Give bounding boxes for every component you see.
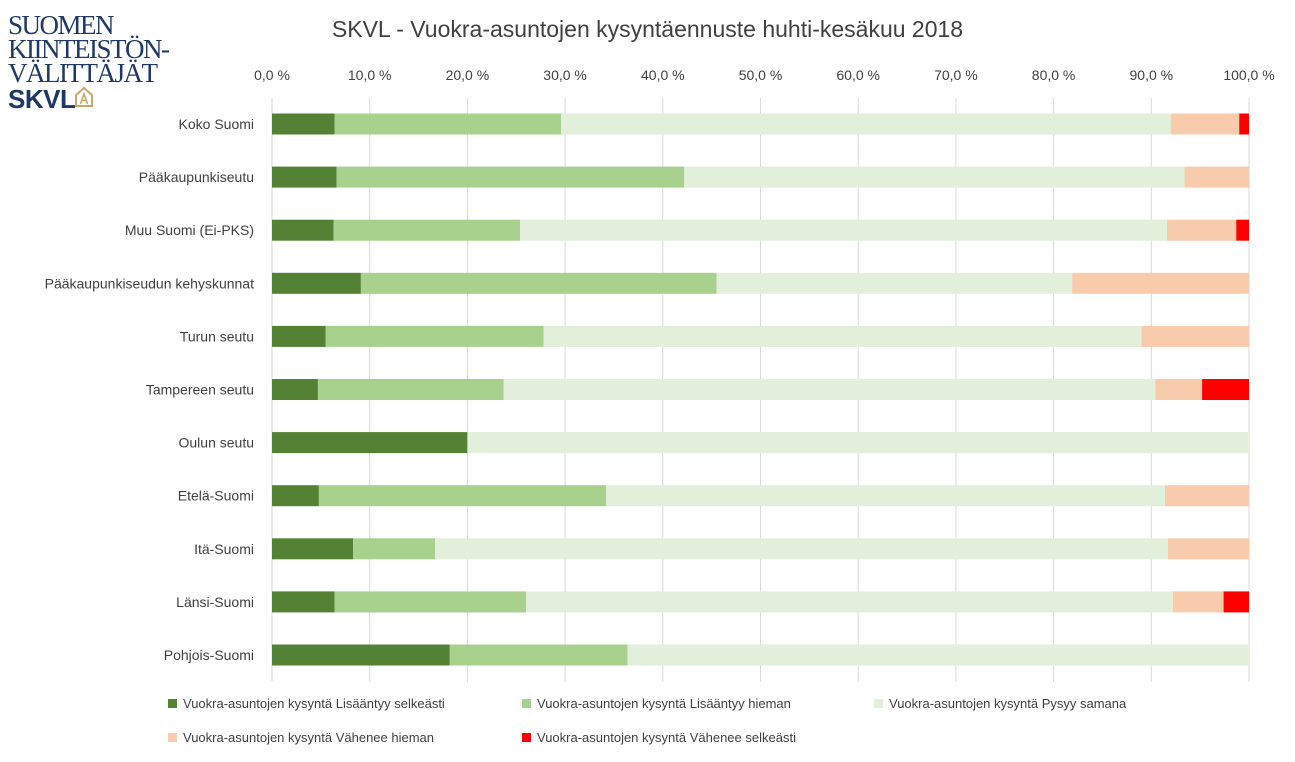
legend-label: Vuokra-asuntojen kysyntä Vähenee selkeäs…	[537, 730, 796, 745]
category-label: Oulun seutu	[179, 435, 255, 451]
bar-segment	[1202, 379, 1249, 400]
legend-swatch	[522, 733, 531, 742]
bar-segment	[334, 113, 562, 135]
bar-segment	[503, 379, 1156, 400]
category-label: Pohjois-Suomi	[164, 647, 254, 663]
bar-segment	[1166, 219, 1237, 241]
bar-segment	[1072, 272, 1249, 294]
x-tick-label: 100,0 %	[1223, 67, 1274, 83]
x-tick-label: 0,0 %	[254, 67, 290, 83]
bar-segment	[627, 644, 1249, 666]
logo-line-3: VÄLITTÄJÄT	[8, 58, 158, 88]
bar-segment	[449, 644, 628, 666]
bar-segment	[684, 166, 1185, 188]
bar-segment	[716, 272, 1073, 294]
bar-segment	[272, 219, 334, 241]
category-label: Muu Suomi (Ei-PKS)	[125, 222, 254, 238]
legend-swatch	[168, 699, 177, 708]
bar-segment	[336, 166, 685, 188]
legend: Vuokra-asuntojen kysyntä Lisääntyy selke…	[168, 696, 1268, 752]
category-label: Itä-Suomi	[194, 541, 254, 557]
bar-segment	[1170, 113, 1240, 135]
logo-line-1: SUOMEN	[8, 10, 115, 40]
bar-segment	[353, 538, 436, 560]
category-label: Pääkaupunkiseudun kehyskunnat	[45, 275, 254, 291]
x-tick-labels: 0,0 % 10,0 % 20,0 % 30,0 % 40,0 % 50,0 % 60,0 …	[254, 67, 1275, 83]
legend-label: Vuokra-asuntojen kysyntä Pysyy samana	[889, 696, 1127, 711]
legend-item: Vuokra-asuntojen kysyntä Lisääntyy selke…	[168, 696, 445, 711]
bar-segment	[1167, 538, 1249, 560]
legend-label: Vuokra-asuntojen kysyntä Vähenee hieman	[183, 730, 435, 745]
x-tick-label: 60,0 %	[836, 67, 880, 83]
bar-segment	[333, 219, 521, 241]
bar-segment	[561, 113, 1171, 135]
legend-label: Vuokra-asuntojen kysyntä Lisääntyy selke…	[183, 696, 445, 711]
bar-segment	[272, 325, 326, 347]
category-label: Länsi-Suomi	[176, 594, 254, 610]
bar-segment	[1223, 591, 1249, 613]
x-tick-label: 50,0 %	[739, 67, 783, 83]
bar-segment	[1184, 166, 1249, 188]
bar-segment	[520, 219, 1167, 241]
bar-segment	[317, 379, 504, 400]
category-labels: Koko Suomi Pääkaupunkiseutu Muu Suomi (Ei-…	[45, 116, 254, 663]
bar-segment	[272, 644, 450, 666]
bar-segment	[272, 485, 319, 507]
bar-segment	[435, 538, 1168, 560]
x-tick-label: 30,0 %	[543, 67, 587, 83]
bar-segment	[1236, 219, 1249, 241]
skvl-logo: SUOMEN KIINTEISTÖN- VÄLITTÄJÄT SKVL	[8, 10, 170, 114]
category-label: Tampereen seutu	[146, 382, 254, 398]
legend-item: Vuokra-asuntojen kysyntä Vähenee selkeäs…	[522, 730, 796, 745]
bar-segment	[1172, 591, 1224, 613]
bar-segment	[1164, 485, 1249, 507]
bar-segment	[1155, 379, 1203, 400]
legend-label: Vuokra-asuntojen kysyntä Lisääntyy hiema…	[537, 696, 791, 711]
bar-segment	[272, 166, 337, 188]
chart-title-text: SKVL - Vuokra-asuntojen kysyntäennuste h…	[331, 16, 964, 42]
bar-segment	[360, 272, 717, 294]
logo-brand: SKVL	[8, 84, 76, 114]
bar-segment	[325, 325, 544, 347]
legend-item: Vuokra-asuntojen kysyntä Vähenee hieman	[168, 730, 434, 745]
logo-line-2: KIINTEISTÖN-	[8, 34, 170, 64]
x-tick-label: 20,0 %	[446, 67, 490, 83]
category-label: Turun seutu	[180, 328, 254, 344]
legend-swatch	[168, 733, 177, 742]
stacked-bar-chart: 0,0 % 10,0 % 20,0 % 30,0 % 40,0 % 50,0 % 60,0 …	[45, 67, 1275, 682]
bar-segment	[272, 379, 318, 400]
legend-item: Vuokra-asuntojen kysyntä Lisääntyy hiema…	[522, 696, 791, 711]
category-label: Etelä-Suomi	[178, 488, 254, 504]
bar-segment	[467, 432, 1249, 454]
x-tick-label: 10,0 %	[348, 67, 392, 83]
bar-segment	[1141, 325, 1249, 347]
bars	[272, 113, 1249, 666]
bar-segment	[334, 591, 527, 613]
x-tick-label: 90,0 %	[1130, 67, 1174, 83]
category-label: Pääkaupunkiseutu	[139, 169, 254, 185]
x-tick-label: 80,0 %	[1032, 67, 1076, 83]
bar-segment	[318, 485, 607, 507]
bar-segment	[272, 432, 468, 454]
bar-segment	[272, 113, 335, 135]
house-icon	[75, 86, 93, 107]
bar-segment	[606, 485, 1165, 507]
chart-title: SKVL - Vuokra-asuntojen kysyntäennuste h…	[0, 16, 1295, 43]
legend-item: Vuokra-asuntojen kysyntä Pysyy samana	[874, 696, 1126, 711]
legend-swatch	[522, 699, 531, 708]
bar-segment	[272, 591, 335, 613]
bar-segment	[272, 272, 361, 294]
bar-segment	[526, 591, 1173, 613]
bar-segment	[272, 538, 354, 560]
category-label: Koko Suomi	[179, 116, 254, 132]
x-tick-label: 70,0 %	[934, 67, 978, 83]
bar-segment	[543, 325, 1142, 347]
x-tick-label: 40,0 %	[641, 67, 685, 83]
bar-segment	[1239, 113, 1249, 135]
legend-swatch	[874, 699, 883, 708]
